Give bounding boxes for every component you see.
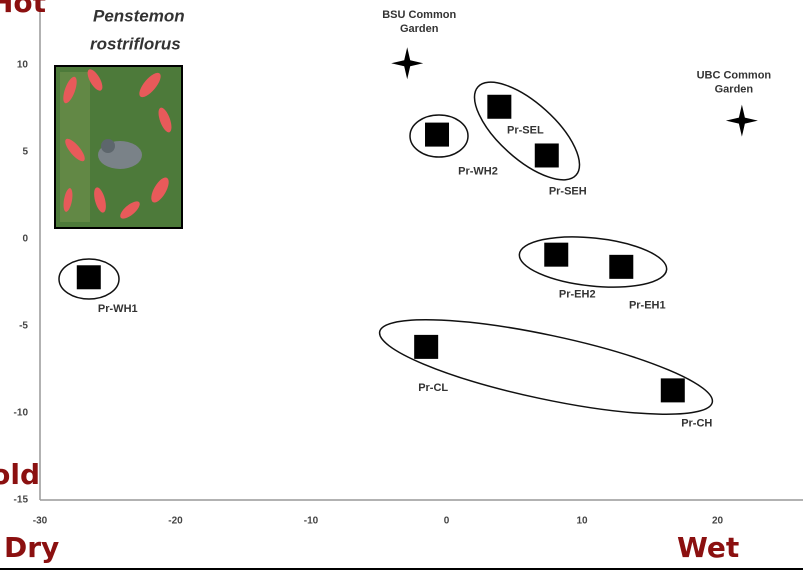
group-ellipse [517,230,669,293]
x-tick-label: -10 [304,516,319,527]
y-tick-label: 5 [22,147,28,158]
point-label: Pr-SEL [507,125,544,137]
garden-star [726,105,758,137]
title-line: rostriflorus [90,34,181,53]
axis-end-label: Hot [0,0,46,19]
y-tick-label: -10 [14,408,29,419]
point-label: Pr-WH2 [458,166,498,178]
point-label: Pr-EH1 [629,300,666,312]
point-label: Pr-CL [418,382,448,394]
photo-bird-head [101,139,115,153]
data-point [487,95,511,119]
garden-label: BSU Common [382,9,456,21]
y-tick-label: 0 [22,234,28,245]
point-label: Pr-SEH [549,185,587,197]
x-tick-label: -20 [168,516,183,527]
data-point [77,265,101,289]
garden-label: Garden [715,84,754,96]
data-point [535,143,559,167]
y-tick-label: -15 [14,495,29,506]
garden-label: UBC Common [697,70,772,82]
axis-end-label: Wet [677,531,739,564]
axis-end-label: Cold [0,458,40,491]
x-tick-label: 10 [576,516,588,527]
point-label: Pr-WH1 [98,303,138,315]
garden-star [391,47,423,79]
point-label: Pr-EH2 [559,289,596,301]
y-tick-label: 10 [17,60,29,71]
axis-end-label: Dry [4,531,59,564]
data-point [425,123,449,147]
data-point [544,243,568,267]
x-tick-label: 0 [444,516,450,527]
x-tick-label: -30 [33,516,48,527]
data-point [661,378,685,402]
garden-label: Garden [400,23,439,35]
group-ellipse [373,300,719,433]
data-point [414,335,438,359]
y-tick-label: -5 [19,321,28,332]
photo [55,66,182,228]
x-tick-label: 20 [712,516,724,527]
data-point [609,255,633,279]
title-line: Penstemon [93,6,185,25]
point-label: Pr-CH [681,417,712,429]
chart: Penstemon rostriflorus Hot Cold Dry Wet … [0,0,803,571]
